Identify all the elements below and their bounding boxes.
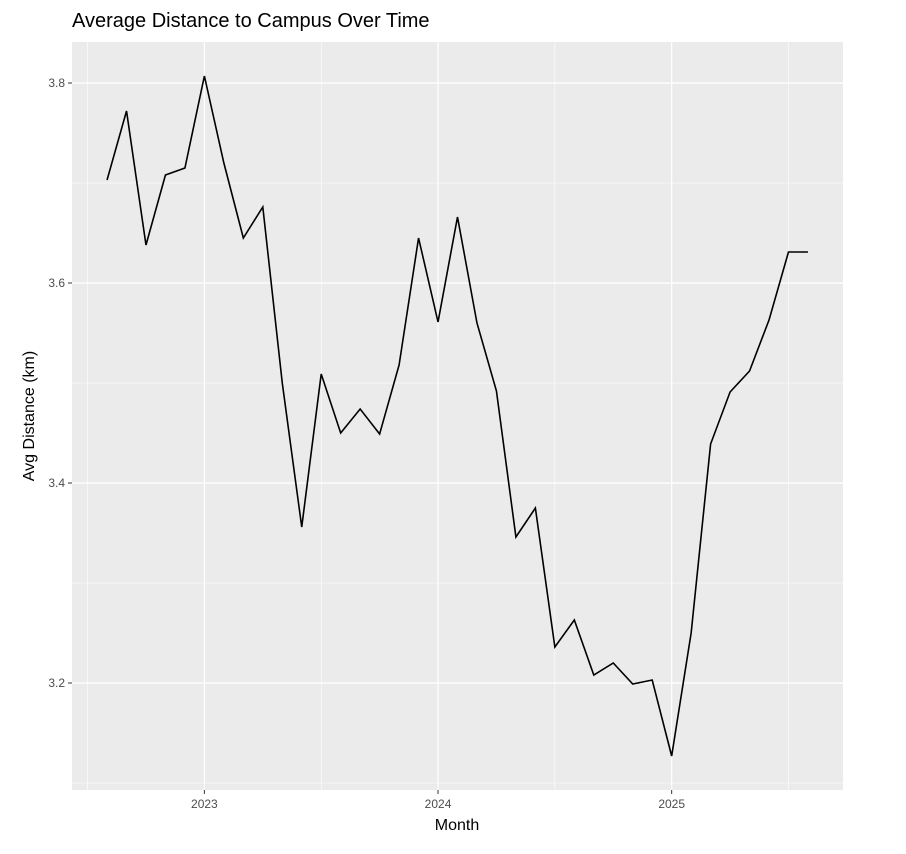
data-point <box>632 683 634 685</box>
data-point <box>106 179 108 181</box>
data-point <box>145 244 147 246</box>
data-point <box>339 432 341 434</box>
data-point <box>729 391 731 393</box>
x-axis-title: Month <box>435 817 479 834</box>
data-point <box>534 507 536 509</box>
x-tick-label: 2023 <box>191 797 218 811</box>
data-point <box>593 674 595 676</box>
y-tick-label: 3.4 <box>48 476 65 490</box>
axis-ticks <box>68 82 673 794</box>
plot-panel <box>72 42 843 790</box>
data-point <box>476 322 478 324</box>
data-point <box>184 167 186 169</box>
data-point <box>709 443 711 445</box>
data-point <box>515 536 517 538</box>
data-point <box>807 251 809 253</box>
y-tick-label: 3.2 <box>48 676 65 690</box>
data-point <box>787 251 789 253</box>
data-point <box>301 526 303 528</box>
data-point <box>262 206 264 208</box>
data-point <box>164 174 166 176</box>
data-point <box>223 162 225 164</box>
data-point <box>768 319 770 321</box>
data-point <box>554 646 556 648</box>
data-point <box>378 433 380 435</box>
y-tick-label: 3.6 <box>48 276 65 290</box>
data-point <box>417 237 419 239</box>
data-point <box>437 321 439 323</box>
data-point <box>456 216 458 218</box>
data-point <box>320 373 322 375</box>
data-point <box>359 408 361 410</box>
data-point <box>203 75 205 77</box>
y-axis-title: Avg Distance (km) <box>21 351 38 481</box>
series-line <box>106 75 808 757</box>
chart-title: Average Distance to Campus Over Time <box>72 10 430 32</box>
x-tick-label: 2025 <box>658 797 685 811</box>
y-tick-label: 3.8 <box>48 76 65 90</box>
data-point <box>651 679 653 681</box>
minor-gridlines <box>72 42 843 790</box>
x-tick-label: 2024 <box>425 797 452 811</box>
data-point <box>242 237 244 239</box>
data-point <box>398 364 400 366</box>
data-point <box>573 619 575 621</box>
data-point <box>690 632 692 634</box>
data-point <box>670 755 672 757</box>
data-point <box>495 390 497 392</box>
tick-labels: 3.2 3.4 3.6 3.8 2023 2024 2025 <box>48 76 685 811</box>
data-point <box>748 370 750 372</box>
data-point <box>612 662 614 664</box>
data-point <box>125 110 127 112</box>
data-point <box>281 382 283 384</box>
major-gridlines <box>72 42 843 790</box>
